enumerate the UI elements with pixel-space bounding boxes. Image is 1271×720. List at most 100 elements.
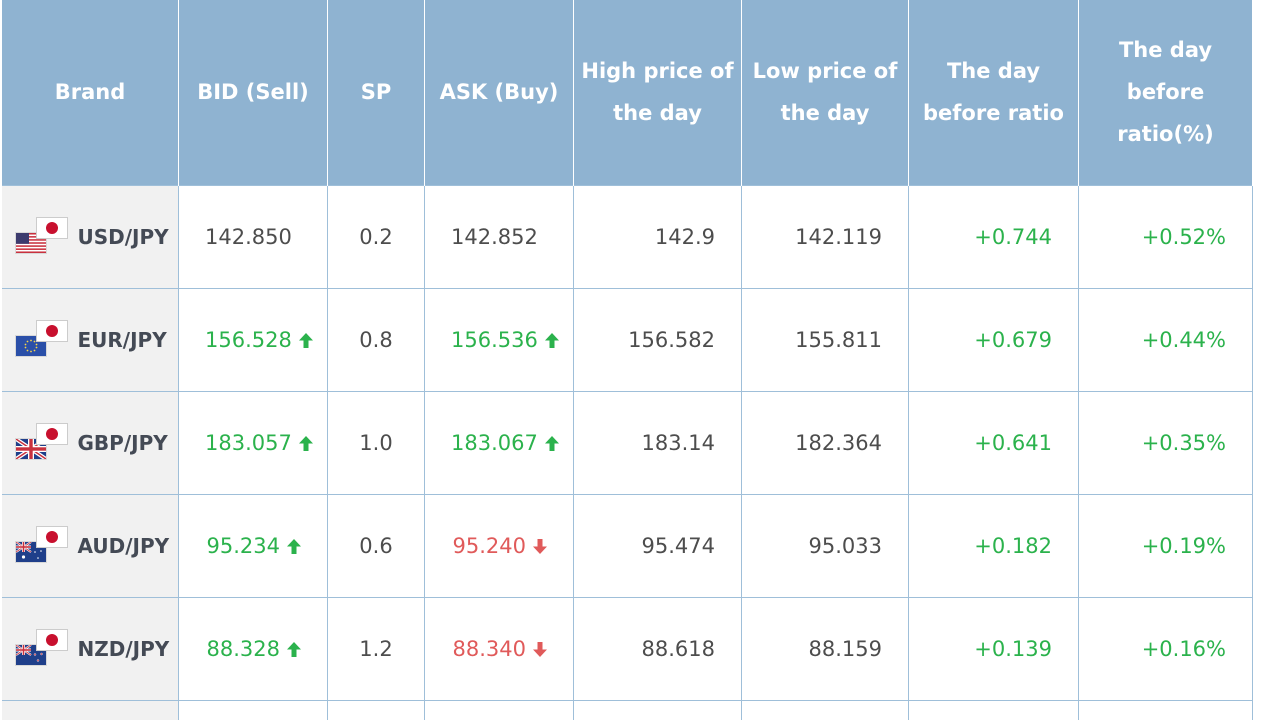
sp-cell: 1.0 <box>327 390 425 495</box>
ratio-pct-cell: +0.44% <box>1078 287 1253 392</box>
col-header-bid[interactable]: BID (Sell) <box>178 0 328 185</box>
table-row[interactable]: USD/JPY 142.850 0.2 142.852 142.9 142.119 +0.7… <box>1 184 1253 289</box>
brand-cell[interactable]: EUR/JPY <box>1 287 179 392</box>
table-row[interactable]: GBP/JPY 183.057 1.0 183.067 183.14 182.364 +0.… <box>1 390 1253 495</box>
ratio-pct-cell: +0.16% <box>1078 596 1253 701</box>
sp-cell: 0.6 <box>327 493 425 598</box>
empty-cell <box>1 699 179 720</box>
ratio-value: +0.139 <box>974 636 1052 661</box>
ratio-pct-value: +0.44% <box>1141 327 1226 352</box>
currency-pair-label[interactable]: AUD/JPY <box>77 533 170 558</box>
col-header-ask[interactable]: ASK (Buy) <box>424 0 574 185</box>
ask-value: 88.340 <box>452 636 526 661</box>
currency-pair-label[interactable]: USD/JPY <box>77 224 169 249</box>
col-header-low[interactable]: Low price of the day <box>741 0 909 185</box>
ask-down-arrow-icon <box>533 538 547 554</box>
bid-up-arrow-icon <box>298 435 313 451</box>
bid-value: 95.234 <box>206 533 280 558</box>
ask-cell: 142.852 <box>424 184 574 289</box>
jp-flag-icon <box>36 629 67 650</box>
sp-cell: 1.2 <box>327 596 425 701</box>
col-header-brand[interactable]: Brand <box>1 0 179 185</box>
bid-value: 142.850 <box>205 224 292 249</box>
currency-pair-label[interactable]: NZD/JPY <box>77 636 170 661</box>
ratio-cell: +0.679 <box>908 287 1079 392</box>
ratio-value: +0.744 <box>974 224 1052 249</box>
ratio-pct-value: +0.52% <box>1141 224 1226 249</box>
high-cell: 156.582 <box>573 287 742 392</box>
empty-cell <box>573 699 742 720</box>
empty-cell <box>741 699 909 720</box>
high-cell: 183.14 <box>573 390 742 495</box>
bid-value: 88.328 <box>206 636 280 661</box>
col-header-sp[interactable]: SP <box>327 0 425 185</box>
col-header-ratio[interactable]: The day before ratio <box>908 0 1079 185</box>
currency-flags <box>15 320 70 359</box>
ratio-cell: +0.641 <box>908 390 1079 495</box>
bid-up-arrow-icon <box>298 332 313 348</box>
high-cell: 142.9 <box>573 184 742 289</box>
ask-cell: 183.067 <box>424 390 574 495</box>
ratio-value: +0.182 <box>974 533 1052 558</box>
currency-pair-label[interactable]: EUR/JPY <box>77 327 167 352</box>
ask-cell: 156.536 <box>424 287 574 392</box>
sp-cell: 0.2 <box>327 184 425 289</box>
ask-value: 183.067 <box>451 430 538 455</box>
ratio-cell: +0.182 <box>908 493 1079 598</box>
ratio-value: +0.679 <box>974 327 1052 352</box>
ask-cell: 95.240 <box>424 493 574 598</box>
brand-cell[interactable]: GBP/JPY <box>1 390 179 495</box>
currency-flags <box>15 423 70 462</box>
jp-flag-icon <box>36 217 67 238</box>
sp-cell: 0.8 <box>327 287 425 392</box>
ask-value: 142.852 <box>451 224 538 249</box>
us-flag-icon <box>15 232 46 253</box>
nz-flag-icon <box>15 644 46 665</box>
currency-flags <box>15 629 70 668</box>
currency-pair-label[interactable]: GBP/JPY <box>77 430 168 455</box>
table-row[interactable]: NZD/JPY 88.328 1.2 88.340 88.618 88.159 +0.139… <box>1 596 1253 701</box>
bid-up-arrow-icon <box>287 538 301 554</box>
bid-value: 183.057 <box>205 430 292 455</box>
sp-value: 0.6 <box>359 533 393 558</box>
bid-value: 156.528 <box>205 327 292 352</box>
col-header-ratio-pct[interactable]: The day before ratio(%) <box>1078 0 1253 185</box>
empty-cell <box>327 699 425 720</box>
high-value: 183.14 <box>641 430 715 455</box>
brand-cell[interactable]: AUD/JPY <box>1 493 179 598</box>
high-cell: 88.618 <box>573 596 742 701</box>
table-row[interactable]: EUR/JPY 156.528 0.8 156.536 156.582 155.811 +0… <box>1 287 1253 392</box>
low-value: 142.119 <box>795 224 882 249</box>
low-cell: 142.119 <box>741 184 909 289</box>
table-row[interactable]: AUD/JPY 95.234 0.6 95.240 95.474 95.033 +0.182… <box>1 493 1253 598</box>
ask-cell: 88.340 <box>424 596 574 701</box>
ratio-pct-cell: +0.19% <box>1078 493 1253 598</box>
brand-cell[interactable]: USD/JPY <box>1 184 179 289</box>
ask-value: 95.240 <box>452 533 526 558</box>
empty-cell <box>178 699 328 720</box>
ask-down-arrow-icon <box>533 641 547 657</box>
high-value: 95.474 <box>641 533 715 558</box>
bid-up-arrow-icon <box>287 641 301 657</box>
ratio-cell: +0.139 <box>908 596 1079 701</box>
high-cell: 95.474 <box>573 493 742 598</box>
high-value: 142.9 <box>654 224 715 249</box>
ratio-pct-cell: +0.52% <box>1078 184 1253 289</box>
jp-flag-icon <box>36 526 67 547</box>
jp-flag-icon <box>36 320 67 341</box>
bid-cell: 183.057 <box>178 390 328 495</box>
currency-flags <box>15 217 70 256</box>
brand-cell[interactable]: NZD/JPY <box>1 596 179 701</box>
sp-value: 1.2 <box>359 636 393 661</box>
low-value: 182.364 <box>795 430 882 455</box>
jp-flag-icon <box>36 423 67 444</box>
ratio-pct-value: +0.19% <box>1141 533 1226 558</box>
col-header-high[interactable]: High price of the day <box>573 0 742 185</box>
bid-cell: 95.234 <box>178 493 328 598</box>
low-value: 155.811 <box>795 327 882 352</box>
ratio-value: +0.641 <box>974 430 1052 455</box>
low-cell: 155.811 <box>741 287 909 392</box>
sp-value: 0.8 <box>359 327 393 352</box>
au-flag-icon <box>15 541 46 562</box>
